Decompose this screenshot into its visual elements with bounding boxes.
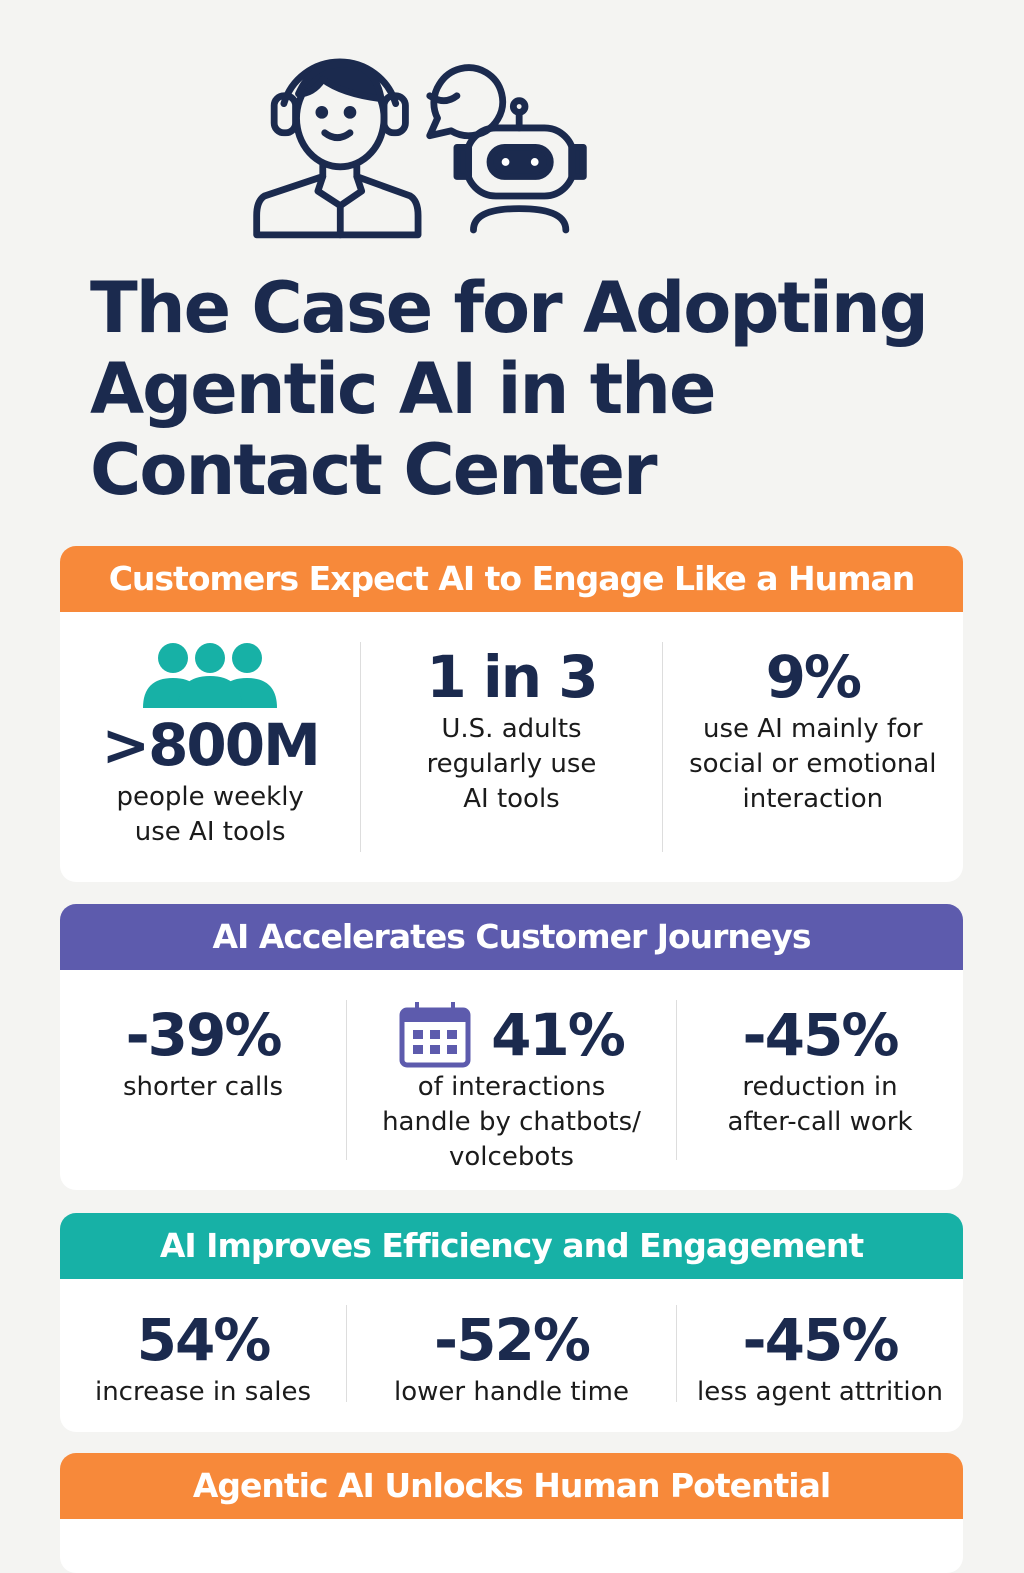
stat-text: of interactions handle by chatbots/ volc… (382, 1072, 641, 1172)
section-efficiency: AI Improves Efficiency and Engagement 54… (60, 1213, 963, 1432)
calendar-icon (399, 1002, 471, 1068)
stat-text: increase in sales (94, 1377, 312, 1407)
stat-us-adults: 1 in 3 U.S. adults regularly use AI tool… (361, 642, 663, 852)
stat-text: reduction in after-call work (727, 1072, 913, 1137)
section-human-potential: Agentic AI Unlocks Human Potential (60, 1453, 963, 1573)
stat-text: shorter calls (123, 1072, 284, 1102)
stat-value: -45% (742, 1001, 900, 1069)
section-header: AI Accelerates Customer Journeys (60, 904, 963, 970)
stat-text: less agent attrition (696, 1377, 943, 1407)
stat-value: 9% (765, 643, 862, 711)
headset-agent-icon (253, 58, 422, 239)
speech-bubble-icon (426, 64, 507, 140)
stat-text: use AI mainly for social or emotional in… (689, 714, 937, 814)
stat-emotional: 9% use AI mainly for social or emotional… (663, 642, 963, 852)
stat-text: U.S. adults regularly use AI tools (426, 714, 597, 814)
stat-weekly-users: >800M people weekly use AI tools (60, 642, 362, 852)
section-header: Agentic AI Unlocks Human Potential (60, 1453, 963, 1519)
people-group-icon (143, 643, 278, 708)
stat-value: 41% (491, 1001, 626, 1069)
page-title: The Case for Adopting Agentic AI in the … (90, 267, 929, 511)
stat-sales: 54% increase in sales (60, 1305, 348, 1407)
section-customers-expect: Customers Expect AI to Engage Like a Hum… (60, 546, 963, 882)
section-header: AI Improves Efficiency and Engagement (60, 1213, 963, 1279)
stat-value: >800M (101, 711, 320, 779)
stat-attrition: -45% less agent attrition (677, 1305, 963, 1407)
stat-value: -39% (125, 1001, 283, 1069)
stat-value: 1 in 3 (426, 643, 598, 711)
stat-text: lower handle time (394, 1377, 629, 1407)
robot-icon (453, 97, 587, 234)
stat-shorter-calls: -39% shorter calls (60, 1000, 348, 1160)
stat-value: 54% (136, 1306, 272, 1374)
section-journeys: AI Accelerates Customer Journeys -39% sh… (60, 904, 963, 1190)
stat-value: -52% (434, 1306, 591, 1374)
stat-text: people weekly use AI tools (116, 782, 304, 847)
stat-handle-time: -52% lower handle time (347, 1305, 677, 1407)
agent-and-robot-illustration (253, 58, 587, 239)
stat-value: -45% (742, 1306, 900, 1374)
stat-chatbots: 41% of interactions handle by chatbots/ … (347, 1000, 677, 1172)
stat-after-call: -45% reduction in after-call work (677, 1000, 963, 1160)
section-header: Customers Expect AI to Engage Like a Hum… (60, 546, 963, 612)
